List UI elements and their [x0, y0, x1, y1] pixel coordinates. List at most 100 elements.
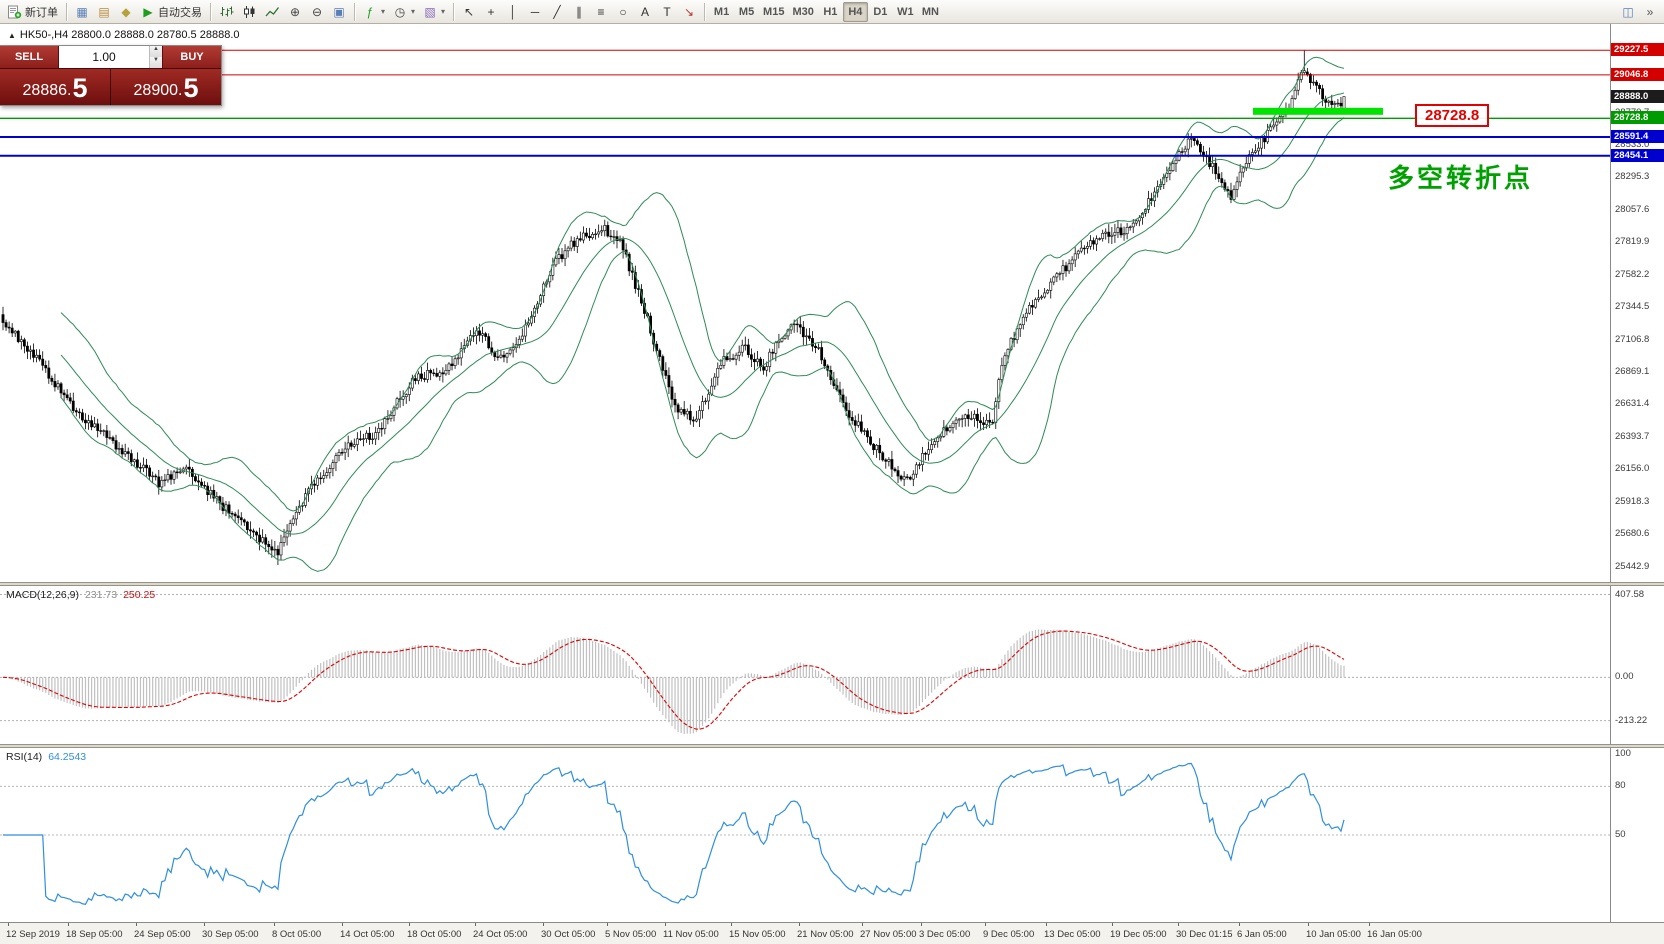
timeframe-mn-label: MN — [921, 5, 939, 18]
panel-splitter[interactable] — [0, 582, 1664, 586]
volume-decrease-button[interactable]: ▼ — [150, 57, 162, 68]
volume-value[interactable]: 1.00 — [92, 50, 116, 64]
channel-button[interactable]: ∥ — [568, 2, 590, 22]
trendline-icon: ╱ — [553, 4, 561, 19]
price-scale-marker: 28591.4 — [1611, 130, 1664, 144]
candlestick-chart-button[interactable] — [238, 2, 261, 22]
arrows-button[interactable]: ↘ — [678, 2, 700, 22]
zoom-out-button[interactable]: ⊖ — [306, 2, 328, 22]
timeframe-m30[interactable]: M30 — [788, 2, 817, 22]
crosshair-icon: + — [487, 4, 495, 19]
time-axis-label: 19 Dec 05:00 — [1110, 929, 1167, 940]
timeframe-m1[interactable]: M1 — [709, 2, 734, 22]
text-button[interactable]: A — [634, 2, 656, 22]
time-axis-tick — [1046, 923, 1047, 926]
navigator-button[interactable]: ◆ — [115, 2, 137, 22]
timeframe-w1-label: W1 — [897, 5, 914, 18]
time-axis-label: 27 Nov 05:00 — [860, 929, 917, 940]
chart-canvas[interactable] — [0, 0, 1610, 922]
sell-price-main: 28886. — [22, 82, 72, 99]
market-watch-button[interactable]: ▤ — [93, 2, 115, 22]
vertical-line-icon: │ — [509, 4, 517, 19]
time-axis-label: 18 Sep 05:00 — [66, 929, 123, 940]
buy-button[interactable]: BUY — [163, 46, 221, 68]
macd-value: 231.73 — [84, 589, 118, 601]
volume-increase-button[interactable]: ▲ — [150, 46, 162, 57]
time-axis[interactable]: 12 Sep 2019 18 Sep 05:00 24 Sep 05:00 30 Se… — [0, 922, 1664, 944]
templates-button[interactable]: ▧ ▾ — [419, 2, 449, 22]
price-scale-label: 27106.8 — [1615, 333, 1650, 345]
price-annotation: 28728.8 — [1415, 104, 1490, 127]
cursor-button[interactable]: ↖ — [458, 2, 480, 22]
label-button[interactable]: T — [656, 2, 678, 22]
price-scale[interactable]: 28770.728533.028295.328057.627819.927582… — [1610, 24, 1664, 922]
price-scale-label: 25442.9 — [1615, 560, 1650, 572]
timeframe-mn[interactable]: MN — [918, 2, 943, 22]
autotrading-button[interactable]: ▶ 自动交易 — [137, 2, 206, 22]
time-axis-tick — [1308, 923, 1309, 926]
buy-price[interactable]: 28900. 5 — [111, 69, 221, 105]
candlestick-chart-icon — [242, 5, 257, 19]
tile-windows-button[interactable]: ▣ — [328, 2, 350, 22]
indicators-icon: ƒ — [366, 4, 374, 19]
timeframe-m15-label: M15 — [763, 5, 785, 18]
time-axis-tick — [921, 923, 922, 926]
overflow-button[interactable]: » — [1639, 2, 1661, 22]
new-order-button[interactable]: 新订单 — [3, 2, 62, 22]
time-axis-tick — [607, 923, 608, 926]
panel-splitter[interactable] — [0, 744, 1664, 748]
cursor-icon: ↖ — [464, 4, 475, 19]
periods-button[interactable]: ◷ ▾ — [389, 2, 419, 22]
time-axis-tick — [68, 923, 69, 926]
timeframe-m5-label: M5 — [738, 5, 755, 18]
price-scale-label: 25680.6 — [1615, 528, 1650, 540]
market-watch-icon: ▤ — [98, 4, 110, 19]
indicators-button[interactable]: ƒ ▾ — [359, 2, 389, 22]
price-scale-marker: 29227.5 — [1611, 43, 1664, 57]
trendline-button[interactable]: ╱ — [546, 2, 568, 22]
macd-label: MACD(12,26,9) 231.73 250.25 — [6, 589, 155, 601]
zoom-in-icon: ⊕ — [289, 4, 301, 19]
timeframe-w1[interactable]: W1 — [893, 2, 918, 22]
timeframe-h1[interactable]: H1 — [818, 2, 843, 22]
charts-icon: ▦ — [76, 4, 88, 19]
bar-chart-button[interactable] — [215, 2, 238, 22]
templates-icon: ▧ — [424, 4, 436, 19]
fibonacci-icon: ≡ — [597, 4, 605, 19]
timeframe-m15[interactable]: M15 — [759, 2, 788, 22]
horizontal-line-button[interactable]: ─ — [524, 2, 546, 22]
time-axis-label: 10 Jan 05:00 — [1306, 929, 1361, 940]
toolbar-right-group: ◫» — [1617, 2, 1661, 22]
time-axis-tick — [985, 923, 986, 926]
bar-chart-icon — [219, 5, 234, 19]
price-scale-label: 27819.9 — [1615, 236, 1650, 248]
timeframe-d1[interactable]: D1 — [868, 2, 893, 22]
line-chart-icon — [265, 5, 280, 19]
fibonacci-button[interactable]: ≡ — [590, 2, 612, 22]
time-axis-tick — [475, 923, 476, 926]
vertical-line-button[interactable]: │ — [502, 2, 524, 22]
shapes-button[interactable]: ○ — [612, 2, 634, 22]
line-chart-button[interactable] — [261, 2, 284, 22]
timeframe-h4[interactable]: H4 — [842, 1, 868, 22]
channel-icon: ∥ — [576, 4, 583, 19]
chart-title-text: HK50-,H4 28800.0 28888.0 28780.5 28888.0 — [19, 29, 240, 41]
macd-signal-value: 250.25 — [123, 589, 156, 601]
sell-price[interactable]: 28886. 5 — [0, 69, 111, 105]
volume-control[interactable]: 1.00 ▲ ▼ — [58, 46, 163, 68]
time-axis-label: 12 Sep 2019 — [6, 929, 60, 940]
sell-price-pip: 5 — [72, 73, 88, 103]
time-axis-tick — [409, 923, 410, 926]
price-scale-marker: 28728.8 — [1611, 111, 1664, 125]
toolbar-separator — [66, 2, 67, 21]
sell-button[interactable]: SELL — [0, 46, 58, 68]
new-order-button-label: 新订单 — [25, 6, 58, 19]
zoom-in-button[interactable]: ⊕ — [284, 2, 306, 22]
time-axis-label: 13 Dec 05:00 — [1044, 929, 1101, 940]
window-button[interactable]: ◫ — [1617, 2, 1639, 22]
crosshair-button[interactable]: + — [480, 2, 502, 22]
charts-window-button[interactable]: ▦ — [71, 2, 93, 22]
timeframe-m5[interactable]: M5 — [734, 2, 759, 22]
volume-spinner: ▲ ▼ — [149, 46, 162, 68]
